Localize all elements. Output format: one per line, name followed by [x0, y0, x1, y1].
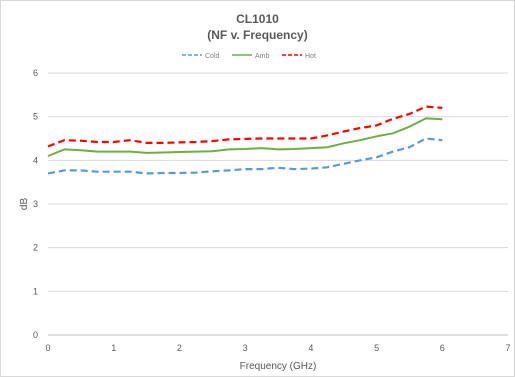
legend-label-hot: Hot — [305, 53, 316, 60]
y-tick-label: 0 — [33, 330, 38, 340]
series-lines — [47, 105, 443, 175]
series-line-cold — [47, 137, 443, 175]
y-tick-label: 2 — [33, 243, 38, 253]
y-tick-label: 5 — [33, 112, 38, 122]
series-line-amb — [47, 117, 443, 157]
grid-lines — [48, 72, 508, 336]
chart-title: CL1010 — [236, 12, 279, 26]
y-tick-label: 4 — [33, 155, 38, 165]
x-tick-label: 0 — [45, 343, 50, 353]
axis-tick-labels: 0 1 2 3 4 5 6 0 1 2 3 4 5 6 7 — [33, 68, 511, 353]
chart-subtitle: (NF v. Frequency) — [207, 28, 308, 42]
x-tick-label: 4 — [308, 343, 313, 353]
x-axis-label: Frequency (GHz) — [240, 361, 317, 372]
legend-label-cold: Cold — [205, 53, 220, 60]
x-tick-label: 7 — [505, 343, 510, 353]
y-tick-label: 3 — [33, 199, 38, 209]
x-tick-label: 3 — [243, 343, 248, 353]
y-tick-label: 6 — [33, 68, 38, 78]
legend-label-amb: Amb — [255, 53, 270, 60]
x-tick-label: 1 — [111, 343, 116, 353]
series-line-hot — [47, 105, 443, 148]
x-tick-label: 5 — [374, 343, 379, 353]
y-tick-label: 1 — [33, 286, 38, 296]
legend: Cold Amb Hot — [182, 53, 316, 60]
x-tick-label: 2 — [177, 343, 182, 353]
x-tick-label: 6 — [440, 343, 445, 353]
y-axis-label: dB — [19, 198, 30, 211]
